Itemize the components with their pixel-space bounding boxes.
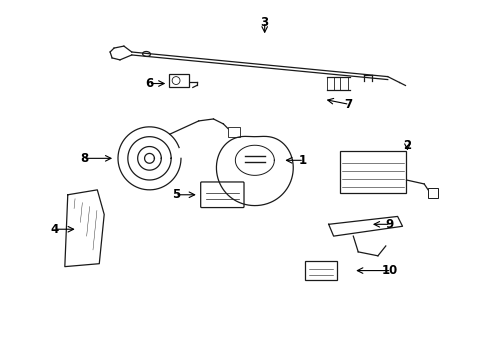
- Polygon shape: [328, 216, 402, 236]
- FancyBboxPatch shape: [305, 261, 336, 280]
- Text: 2: 2: [403, 139, 411, 152]
- Text: 5: 5: [172, 188, 180, 201]
- FancyBboxPatch shape: [169, 74, 188, 87]
- Polygon shape: [65, 190, 104, 267]
- Text: 7: 7: [344, 98, 352, 111]
- Text: 4: 4: [51, 223, 59, 236]
- FancyBboxPatch shape: [333, 77, 341, 90]
- Polygon shape: [216, 136, 293, 206]
- FancyBboxPatch shape: [326, 77, 334, 90]
- Text: 10: 10: [381, 264, 397, 277]
- Text: 9: 9: [385, 218, 393, 231]
- FancyBboxPatch shape: [340, 77, 347, 90]
- FancyBboxPatch shape: [228, 127, 240, 137]
- Text: 6: 6: [145, 77, 153, 90]
- Polygon shape: [235, 145, 274, 175]
- FancyBboxPatch shape: [427, 188, 437, 198]
- FancyBboxPatch shape: [200, 182, 244, 208]
- Text: 1: 1: [298, 154, 306, 167]
- Text: 3: 3: [260, 16, 268, 29]
- Text: 8: 8: [80, 152, 88, 165]
- FancyBboxPatch shape: [339, 152, 406, 193]
